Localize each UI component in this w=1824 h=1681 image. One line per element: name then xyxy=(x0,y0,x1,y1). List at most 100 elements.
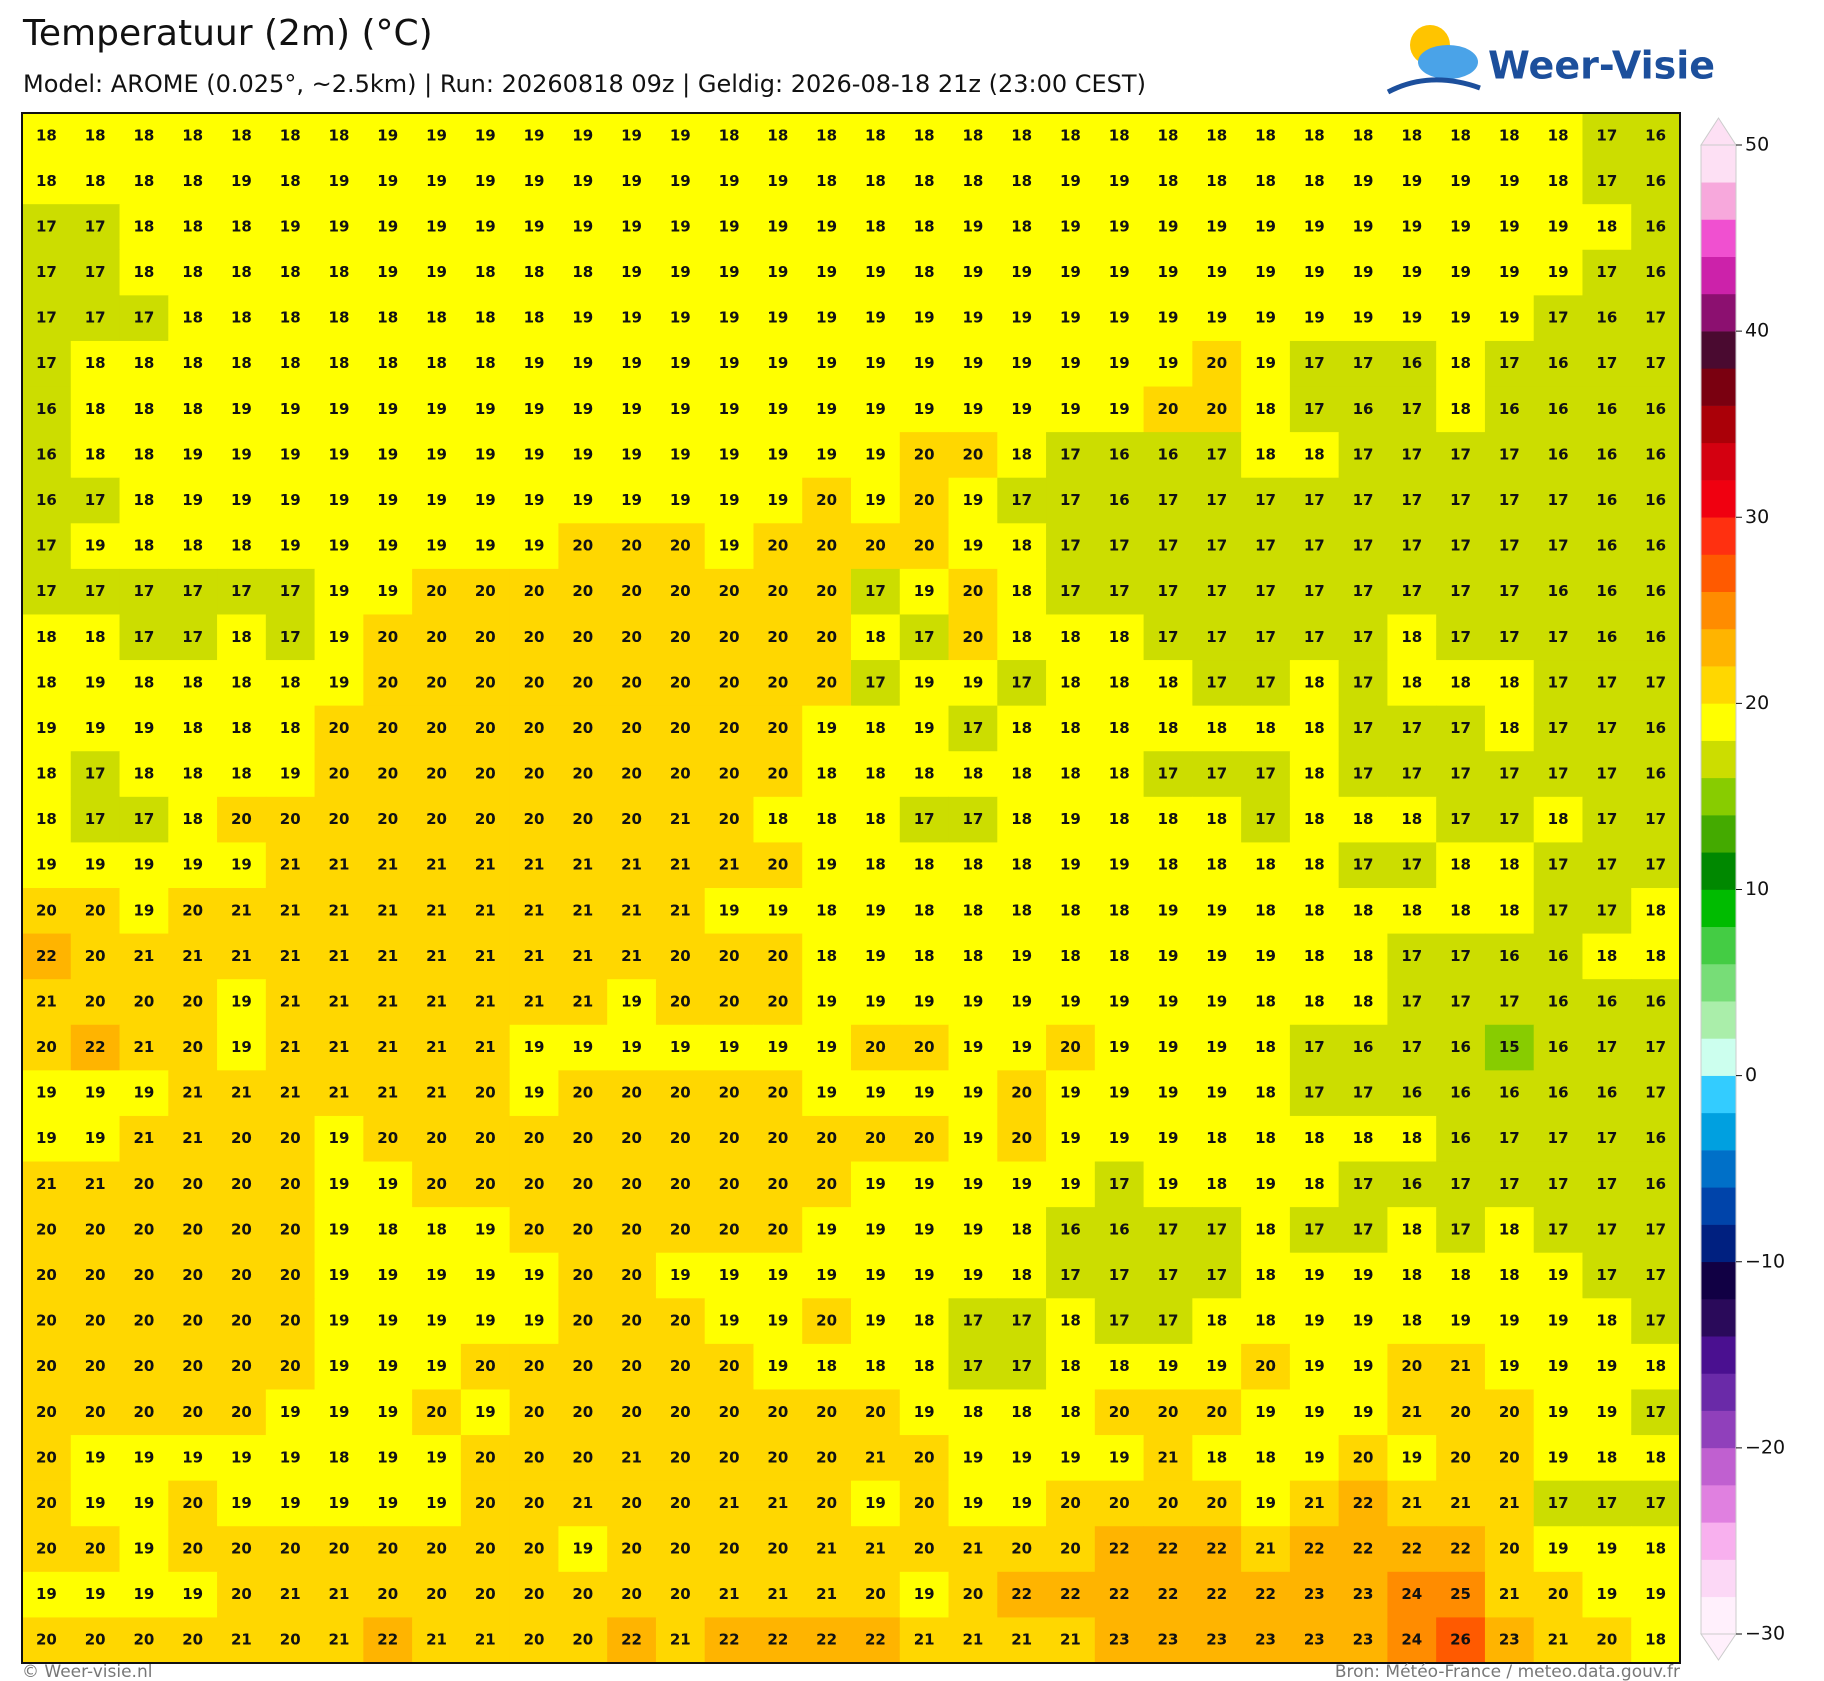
temp-cell xyxy=(802,249,852,296)
temp-label: 19 xyxy=(1548,1403,1569,1421)
temp-label: 17 xyxy=(962,719,983,737)
temp-label: 19 xyxy=(670,217,691,235)
temp-cell xyxy=(70,1070,121,1117)
temp-label: 19 xyxy=(329,400,350,418)
temp-label: 18 xyxy=(1255,400,1276,418)
temp-label: 19 xyxy=(182,445,203,463)
temp-cell xyxy=(948,1024,998,1071)
temp-cell xyxy=(948,1343,998,1390)
temp-label: 21 xyxy=(621,1448,642,1466)
temp-label: 20 xyxy=(231,810,252,828)
temp-label: 18 xyxy=(962,1403,983,1421)
temp-label: 20 xyxy=(1109,1494,1130,1512)
temp-cell xyxy=(70,933,121,980)
temp-label: 20 xyxy=(426,810,447,828)
temp-cell xyxy=(1436,614,1486,661)
temp-cell xyxy=(558,1343,608,1390)
temp-cell xyxy=(119,1161,169,1208)
temp-label: 17 xyxy=(1158,1220,1179,1238)
temp-label: 17 xyxy=(1401,1038,1422,1056)
temp-label: 18 xyxy=(1011,445,1032,463)
colorbar-bin xyxy=(1701,442,1736,481)
temp-label: 20 xyxy=(572,719,593,737)
temp-label: 19 xyxy=(524,491,545,509)
temp-label: 19 xyxy=(329,1357,350,1375)
temp-label: 20 xyxy=(767,1129,788,1147)
temp-label: 18 xyxy=(1060,673,1081,691)
temp-cell xyxy=(22,705,72,752)
temp-cell xyxy=(217,705,267,752)
temp-label: 20 xyxy=(1499,1540,1520,1558)
temp-cell xyxy=(460,1252,511,1299)
temp-cell xyxy=(607,1115,657,1163)
temp-cell xyxy=(168,113,218,160)
temp-label: 18 xyxy=(133,217,154,235)
temp-cell xyxy=(1289,523,1340,570)
temp-cell xyxy=(1436,158,1486,205)
temp-cell xyxy=(22,1161,72,1208)
temp-cell xyxy=(1192,842,1242,889)
temp-cell xyxy=(1582,295,1632,342)
temp-cell xyxy=(1582,568,1632,615)
temp-label: 20 xyxy=(816,1312,837,1330)
temp-label: 21 xyxy=(524,992,545,1010)
temp-label: 16 xyxy=(1548,354,1569,372)
temp-label: 18 xyxy=(1206,719,1227,737)
colorbar-bin xyxy=(1701,1187,1736,1225)
temp-cell xyxy=(70,249,121,296)
colorbar-bin xyxy=(1701,1447,1736,1486)
temp-label: 19 xyxy=(1499,172,1520,190)
temp-label: 18 xyxy=(1353,901,1374,919)
temp-cell xyxy=(1387,568,1437,615)
temp-label: 19 xyxy=(377,217,398,235)
temp-label: 19 xyxy=(962,354,983,372)
temp-cell xyxy=(1387,1207,1437,1254)
temp-label: 17 xyxy=(1304,1038,1325,1056)
temp-label: 16 xyxy=(1548,992,1569,1010)
temp-label: 19 xyxy=(816,856,837,874)
temp-label: 20 xyxy=(914,1540,935,1558)
temp-label: 18 xyxy=(280,673,301,691)
temp-label: 18 xyxy=(1450,901,1471,919)
temp-cell xyxy=(558,1115,608,1163)
temp-cell xyxy=(1631,249,1681,296)
temp-label: 20 xyxy=(767,856,788,874)
temp-cell xyxy=(704,568,754,615)
temp-cell xyxy=(558,113,608,160)
temp-label: 20 xyxy=(377,765,398,783)
temp-label: 19 xyxy=(1206,1357,1227,1375)
temp-cell xyxy=(753,614,803,661)
temp-label: 21 xyxy=(377,992,398,1010)
temp-label: 19 xyxy=(1206,1038,1227,1056)
temp-cell xyxy=(1046,1389,1096,1436)
temp-cell xyxy=(948,113,998,160)
temp-cell xyxy=(412,1298,462,1345)
temp-cell xyxy=(1289,340,1340,388)
temp-label: 19 xyxy=(426,1494,447,1512)
temp-label: 20 xyxy=(426,1129,447,1147)
temp-cell xyxy=(1289,568,1340,615)
temp-cell xyxy=(1582,796,1632,843)
temp-label: 20 xyxy=(621,1220,642,1238)
temp-label: 17 xyxy=(1401,582,1422,600)
temp-cell xyxy=(509,751,559,798)
temp-label: 20 xyxy=(914,1129,935,1147)
temp-label: 20 xyxy=(524,1540,545,1558)
temp-label: 19 xyxy=(816,217,837,235)
temp-cell xyxy=(655,340,706,388)
temp-label: 17 xyxy=(1255,810,1276,828)
temp-cell xyxy=(1484,1161,1535,1208)
temp-label: 19 xyxy=(231,491,252,509)
temp-label: 19 xyxy=(816,1266,837,1284)
temp-label: 22 xyxy=(377,1631,398,1649)
temp-label: 18 xyxy=(1206,810,1227,828)
temp-label: 19 xyxy=(1401,309,1422,327)
temp-label: 19 xyxy=(426,1266,447,1284)
temp-label: 19 xyxy=(962,1084,983,1102)
logo[interactable]: Weer-Visie xyxy=(1386,25,1715,95)
temp-label: 19 xyxy=(280,1448,301,1466)
temp-cell xyxy=(1094,1070,1145,1117)
temp-cell xyxy=(1143,1298,1193,1345)
temp-cell xyxy=(997,204,1047,251)
temp-label: 18 xyxy=(182,172,203,190)
